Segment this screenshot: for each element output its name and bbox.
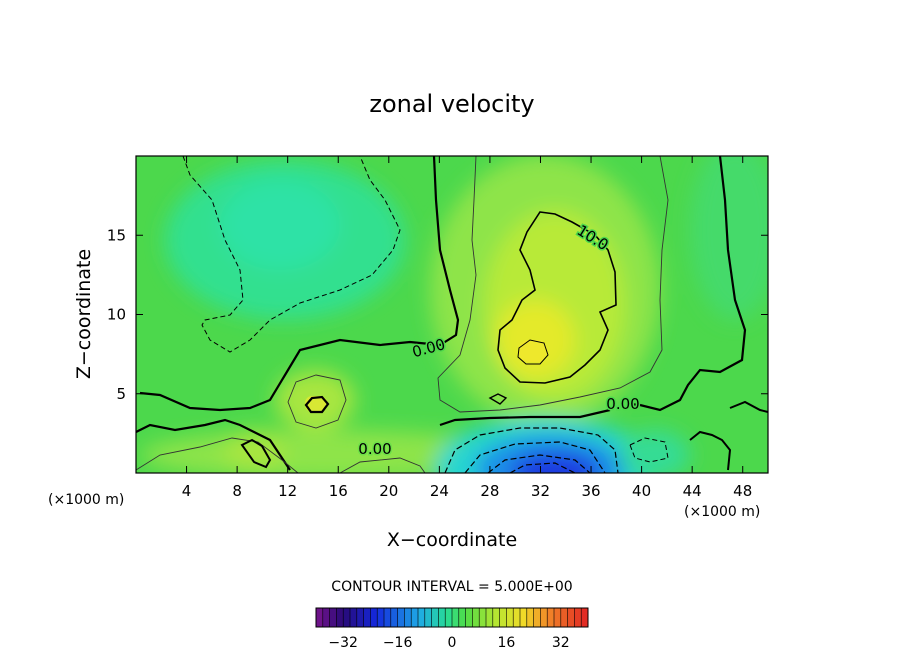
contour-minus-five-jet xyxy=(444,427,619,473)
x-tick-label: 12 xyxy=(278,482,297,500)
colorbar-bin xyxy=(329,608,337,627)
contour-five-central xyxy=(437,156,669,413)
colorbar-bin xyxy=(574,608,582,627)
colorbar-bin xyxy=(472,608,480,627)
colorbar-bin xyxy=(343,608,351,627)
colorbar-bin xyxy=(322,608,330,627)
contour-zero-upper xyxy=(139,156,460,412)
right-lower-negative-region xyxy=(620,430,690,473)
y-tick-label: 10 xyxy=(107,306,126,324)
colorbar-bin xyxy=(336,608,344,627)
x-tick-label: 44 xyxy=(683,482,702,500)
colorbar-bin xyxy=(567,608,575,627)
contour-five-left xyxy=(287,374,347,429)
contour-ten-cell xyxy=(304,395,330,414)
colorbar-bin xyxy=(492,608,500,627)
x-tick-label: 28 xyxy=(480,482,499,500)
colorbar-bin xyxy=(540,608,548,627)
colorbar-bin xyxy=(431,608,439,627)
colorbar-bin xyxy=(316,608,324,627)
colorbar-bin xyxy=(513,608,521,627)
contour-zero-right xyxy=(629,156,747,412)
x-axis: 4 8 12 16 20 24 28 32 36 40 44 48 xyxy=(182,156,752,500)
x-tick-label: 32 xyxy=(531,482,550,500)
y-axis-label: Z−coordinate xyxy=(73,249,95,379)
contour-minus-five-right xyxy=(629,437,669,463)
colorbar-bin xyxy=(506,608,514,627)
colorbar-bin xyxy=(452,608,460,627)
colorbar-bin xyxy=(465,608,473,627)
colorbar-bin xyxy=(411,608,419,627)
y-axis: 5 10 15 xyxy=(107,226,768,403)
contour-minus-fifteen-jet xyxy=(487,454,591,473)
colorbar-bin xyxy=(418,608,426,627)
right-upper-region xyxy=(690,156,768,320)
x-axis-label: X−coordinate xyxy=(387,529,517,551)
colorbar-bin xyxy=(397,608,405,627)
x-units-left: (×1000 m) xyxy=(48,492,124,508)
colorbar-tick-label: 16 xyxy=(497,635,515,651)
colorbar-bin xyxy=(458,608,466,627)
x-tick-label: 48 xyxy=(733,482,752,500)
colorbar-bin xyxy=(377,608,385,627)
colorbar-bin xyxy=(526,608,534,627)
colorbar-bin xyxy=(520,608,528,627)
colorbar-bin xyxy=(363,608,371,627)
colorbar-bin xyxy=(499,608,507,627)
colorbar-bin xyxy=(424,608,432,627)
contour-max-patch xyxy=(519,340,547,362)
contour-fifteen xyxy=(517,339,549,365)
contour-interval-label: CONTOUR INTERVAL = 5.000E+00 xyxy=(331,579,572,595)
x-tick-label: 40 xyxy=(632,482,651,500)
x-units-right: (×1000 m) xyxy=(684,504,760,520)
colorbar-tick-label: 0 xyxy=(448,635,457,651)
x-tick-label: 24 xyxy=(430,482,449,500)
y-tick-label: 15 xyxy=(107,226,126,244)
contour-label: 0.00 xyxy=(606,395,639,413)
contour-minus-ten-jet xyxy=(464,441,606,473)
contour-minus-five-upper xyxy=(182,156,401,353)
plot-area: 10.0 0.00 0.00 0.00 xyxy=(136,156,768,473)
upper-left-core xyxy=(220,180,340,270)
contour-ten xyxy=(497,211,617,384)
colorbar-bin xyxy=(486,608,494,627)
colorbar-bin xyxy=(479,608,487,627)
colorbar-bin xyxy=(404,608,412,627)
contour-zero-lower-right xyxy=(689,400,768,471)
colorbar-tick-label: −16 xyxy=(383,635,413,651)
colorbar-bin xyxy=(356,608,364,627)
colorbar-bin xyxy=(384,608,392,627)
colorbar-bin xyxy=(560,608,568,627)
colorbar: −32 −16 0 16 32 xyxy=(315,607,589,651)
colorbar-bin xyxy=(554,608,562,627)
contour-lines xyxy=(136,156,768,473)
x-tick-label: 36 xyxy=(581,482,600,500)
contour-minus-twenty-jet xyxy=(509,462,576,473)
colorbar-bin xyxy=(390,608,398,627)
contour-five-lower xyxy=(136,437,299,473)
colorbar-bin xyxy=(445,608,453,627)
contour-ten-lower-left xyxy=(240,438,272,469)
x-tick-label: 20 xyxy=(379,482,398,500)
contour-zero-lower xyxy=(136,408,611,471)
x-tick-label: 16 xyxy=(329,482,348,500)
contour-label: 0.00 xyxy=(358,440,391,458)
colorbar-bin xyxy=(350,608,358,627)
colorbar-bin xyxy=(547,608,555,627)
colorbar-frame xyxy=(315,607,589,628)
colorbar-tick-label: −32 xyxy=(328,635,358,651)
chart-title: zonal velocity xyxy=(369,90,534,118)
colorbar-bin xyxy=(370,608,378,627)
contour-five-strip xyxy=(339,457,426,473)
contour-ten-small xyxy=(488,393,508,405)
colorbar-bin xyxy=(533,608,541,627)
colorbar-bin xyxy=(581,608,589,627)
x-tick-label: 4 xyxy=(182,482,192,500)
x-tick-label: 8 xyxy=(232,482,242,500)
y-tick-label: 5 xyxy=(116,385,126,403)
colorbar-bin xyxy=(438,608,446,627)
colorbar-tick-label: 32 xyxy=(552,635,570,651)
